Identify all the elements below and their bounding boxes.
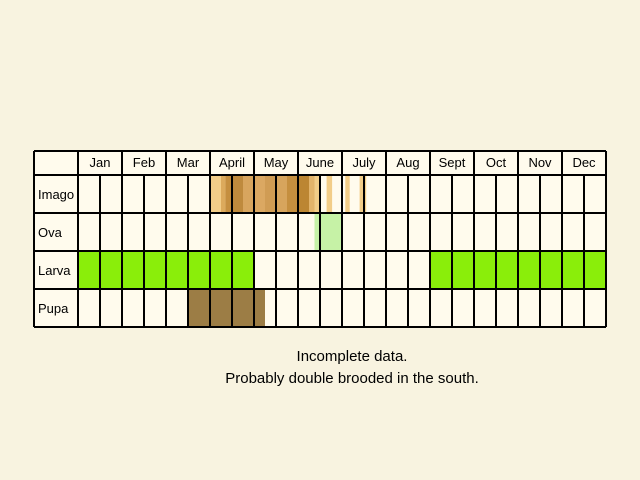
month-label-june: June [306, 155, 334, 170]
imago-period-block-12 [326, 175, 333, 213]
imago-period-block-7 [276, 175, 287, 213]
note-line-1: Incomplete data. [296, 348, 408, 365]
month-label-jan: Jan [90, 155, 111, 170]
month-label-july: July [352, 155, 376, 170]
imago-period-block-6 [265, 175, 276, 213]
month-label-oct: Oct [486, 155, 507, 170]
imago-period-block-14 [359, 175, 367, 213]
ova-period-block-0 [314, 213, 342, 251]
row-label-pupa: Pupa [38, 301, 69, 316]
imago-period-block-4 [243, 175, 254, 213]
month-label-dec: Dec [572, 155, 596, 170]
month-label-feb: Feb [133, 155, 155, 170]
imago-period-block-5 [254, 175, 265, 213]
month-label-nov: Nov [528, 155, 552, 170]
imago-period-block-8 [287, 175, 298, 213]
row-label-larva: Larva [38, 263, 71, 278]
month-label-sept: Sept [439, 155, 466, 170]
pupa-period-block-0 [188, 289, 265, 327]
month-label-mar: Mar [177, 155, 200, 170]
month-label-april: April [219, 155, 245, 170]
imago-period-block-9 [298, 175, 309, 213]
imago-period-block-2 [225, 175, 232, 213]
imago-period-block-1 [221, 175, 226, 213]
month-label-may: May [264, 155, 289, 170]
imago-period-block-10 [309, 175, 315, 213]
imago-period-block-13 [345, 175, 350, 213]
month-label-aug: Aug [396, 155, 419, 170]
imago-period-block-11 [314, 175, 320, 213]
note-line-2: Probably double brooded in the south. [225, 370, 479, 387]
imago-period-block-0 [210, 175, 221, 213]
row-label-ova: Ova [38, 225, 63, 240]
row-label-imago: Imago [38, 187, 74, 202]
imago-period-block-3 [232, 175, 243, 213]
